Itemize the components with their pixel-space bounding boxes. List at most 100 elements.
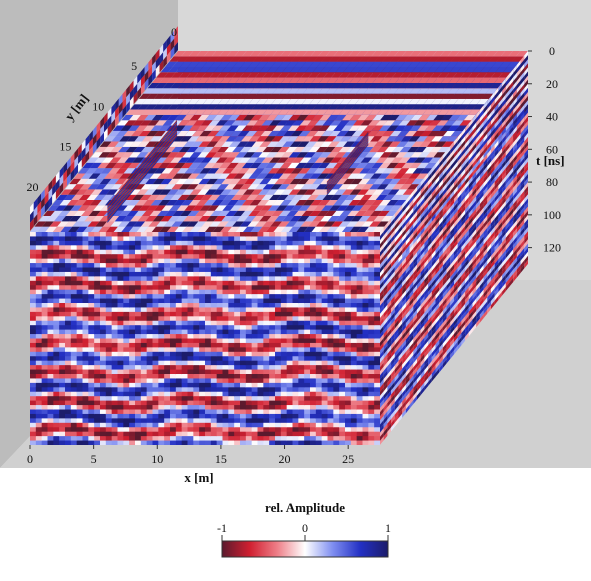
front-cell [112,268,118,273]
front-cell [42,290,48,295]
front-cell [158,387,164,392]
front-cell [328,432,334,437]
front-cell [316,254,322,259]
front-cell [263,370,269,375]
front-cell [147,339,153,344]
front-cell [42,281,48,286]
front-cell [30,339,36,344]
front-cell [304,374,310,379]
front-cell [374,241,380,246]
front-cell [374,325,380,330]
front-cell [71,285,77,290]
front-cell [59,410,65,415]
front-cell [118,365,124,370]
front-cell [345,254,351,259]
front-cell [88,365,94,370]
front-cell [30,285,36,290]
front-cell [234,241,240,246]
front-cell [170,236,176,241]
front-cell [135,361,141,366]
front-cell [252,263,258,268]
front-cell [176,441,182,446]
front-cell [77,250,83,255]
front-cell [339,268,345,273]
front-cell [112,250,118,255]
front-cell [100,294,106,299]
front-cell [170,432,176,437]
front-cell [94,423,100,428]
front-cell [298,378,304,383]
front-cell [135,259,141,264]
front-cell [275,361,281,366]
front-cell [217,316,223,321]
front-cell [199,365,205,370]
front-cell [316,361,322,366]
front-cell [94,401,100,406]
front-cell [158,378,164,383]
front-cell [252,312,258,317]
front-cell [94,396,100,401]
front-cell [368,418,374,423]
front-cell [77,378,83,383]
front-cell [129,432,135,437]
front-cell [65,347,71,352]
front-cell [158,432,164,437]
front-cell [71,423,77,428]
front-cell [164,321,170,326]
front-cell [153,396,159,401]
front-cell [328,307,334,312]
front-cell [252,276,258,281]
front-cell [118,259,124,264]
front-cell [252,236,258,241]
front-cell [252,290,258,295]
front-cell [322,281,328,286]
front-cell [322,254,328,259]
front-cell [252,401,258,406]
front-cell [293,299,299,304]
front-cell [100,365,106,370]
front-cell [363,418,369,423]
front-cell [129,307,135,312]
front-cell [59,285,65,290]
front-cell [252,330,258,335]
front-cell [287,374,293,379]
front-cell [368,281,374,286]
front-cell [77,290,83,295]
front-cell [263,312,269,317]
front-cell [141,241,147,246]
front-cell [118,339,124,344]
front-cell [65,263,71,268]
front-cell [357,299,363,304]
front-cell [193,285,199,290]
front-cell [328,285,334,290]
front-cell [106,268,112,273]
front-cell [351,325,357,330]
front-cell [252,294,258,299]
front-cell [205,268,211,273]
front-cell [258,361,264,366]
front-cell [135,374,141,379]
front-cell [246,276,252,281]
front-cell [234,236,240,241]
front-cell [357,281,363,286]
front-cell [65,299,71,304]
front-cell [339,392,345,397]
front-cell [252,299,258,304]
front-cell [316,232,322,237]
front-cell [94,374,100,379]
front-cell [30,299,36,304]
front-cell [106,250,112,255]
front-cell [129,272,135,277]
front-cell [223,383,229,388]
front-cell [322,361,328,366]
front-cell [129,374,135,379]
front-cell [176,285,182,290]
front-cell [275,321,281,326]
front-cell [223,272,229,277]
front-cell [345,383,351,388]
front-cell [234,436,240,441]
front-cell [65,294,71,299]
front-cell [316,418,322,423]
front-cell [118,303,124,308]
front-cell [88,312,94,317]
